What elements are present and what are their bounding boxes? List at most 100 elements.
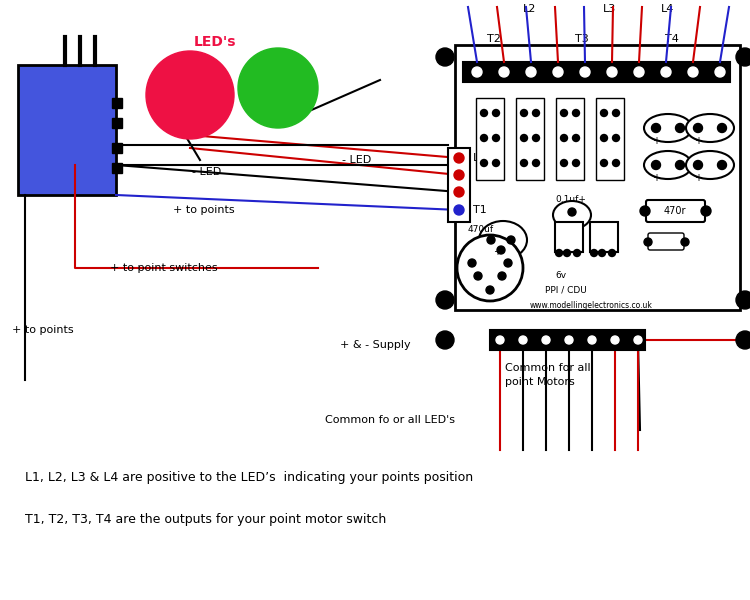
Circle shape <box>532 134 539 142</box>
Circle shape <box>507 236 515 244</box>
Circle shape <box>532 160 539 166</box>
Circle shape <box>661 67 671 77</box>
Circle shape <box>520 160 527 166</box>
Circle shape <box>644 238 652 246</box>
Bar <box>596 98 624 180</box>
Text: +: + <box>652 173 660 183</box>
Circle shape <box>563 250 571 257</box>
Circle shape <box>572 134 580 142</box>
Text: 0.1uf+: 0.1uf+ <box>555 196 586 205</box>
Circle shape <box>565 336 573 344</box>
Circle shape <box>613 109 620 116</box>
Text: T2: T2 <box>487 34 501 44</box>
Text: 470r: 470r <box>664 206 686 216</box>
Bar <box>112 118 122 128</box>
Ellipse shape <box>644 114 692 142</box>
Circle shape <box>688 67 698 77</box>
Bar <box>590 222 618 252</box>
Circle shape <box>560 160 568 166</box>
Ellipse shape <box>553 201 591 229</box>
Circle shape <box>481 134 488 142</box>
Circle shape <box>436 331 454 349</box>
Circle shape <box>238 48 318 128</box>
Circle shape <box>532 109 539 116</box>
Ellipse shape <box>479 221 527 259</box>
Bar <box>490 330 645 350</box>
Bar <box>463 62 730 82</box>
Bar <box>476 98 504 180</box>
Circle shape <box>574 250 580 257</box>
Circle shape <box>676 124 685 133</box>
Circle shape <box>652 160 661 169</box>
Bar <box>112 143 122 153</box>
Text: +: + <box>694 136 702 146</box>
Circle shape <box>634 67 644 77</box>
Circle shape <box>611 336 619 344</box>
Text: LED's: LED's <box>194 35 236 49</box>
Text: Common fo or all LED's: Common fo or all LED's <box>325 415 455 425</box>
Bar <box>556 98 584 180</box>
Circle shape <box>454 187 464 197</box>
Circle shape <box>496 336 504 344</box>
Circle shape <box>601 134 608 142</box>
Circle shape <box>588 336 596 344</box>
Ellipse shape <box>686 151 734 179</box>
Text: + to point switches: + to point switches <box>110 263 218 273</box>
Bar <box>555 222 583 252</box>
Circle shape <box>640 206 650 216</box>
Circle shape <box>736 48 750 66</box>
Circle shape <box>457 235 523 301</box>
Text: 470uf: 470uf <box>468 226 494 235</box>
Circle shape <box>474 272 482 280</box>
Text: +: + <box>493 247 501 257</box>
Circle shape <box>736 331 750 349</box>
Circle shape <box>499 67 509 77</box>
Text: +: + <box>652 136 660 146</box>
Bar <box>455 45 740 310</box>
Circle shape <box>694 124 703 133</box>
Circle shape <box>486 286 494 294</box>
Circle shape <box>519 336 527 344</box>
Text: + to point switches: + to point switches <box>510 340 618 350</box>
Circle shape <box>520 109 527 116</box>
Circle shape <box>676 160 685 169</box>
Circle shape <box>493 109 500 116</box>
Ellipse shape <box>686 114 734 142</box>
Bar <box>18 65 116 195</box>
Text: L3: L3 <box>603 4 616 14</box>
Circle shape <box>468 259 476 267</box>
Circle shape <box>590 250 598 257</box>
Circle shape <box>146 51 234 139</box>
Circle shape <box>601 109 608 116</box>
Circle shape <box>715 67 725 77</box>
Circle shape <box>652 124 661 133</box>
Circle shape <box>542 336 550 344</box>
Ellipse shape <box>644 151 692 179</box>
FancyBboxPatch shape <box>646 200 705 222</box>
Circle shape <box>493 160 500 166</box>
Circle shape <box>454 153 464 163</box>
Circle shape <box>701 206 711 216</box>
Circle shape <box>487 236 495 244</box>
Bar <box>112 163 122 173</box>
Text: L2: L2 <box>524 4 537 14</box>
Circle shape <box>681 238 689 246</box>
Text: - LED: - LED <box>342 155 371 165</box>
Circle shape <box>598 250 605 257</box>
Text: T4: T4 <box>665 34 679 44</box>
Text: L1, L2, L3 & L4 are positive to the LED’s  indicating your points position: L1, L2, L3 & L4 are positive to the LED’… <box>25 472 473 485</box>
Text: 6v: 6v <box>555 271 566 280</box>
Text: - LED: - LED <box>192 167 221 177</box>
Text: T1: T1 <box>473 205 487 215</box>
Text: www.modellingelectronics.co.uk: www.modellingelectronics.co.uk <box>530 301 652 310</box>
Circle shape <box>454 205 464 215</box>
Circle shape <box>498 272 506 280</box>
Text: + & - Supply: + & - Supply <box>340 340 411 350</box>
Circle shape <box>736 291 750 309</box>
Circle shape <box>481 160 488 166</box>
Circle shape <box>556 250 562 257</box>
Text: + to points: + to points <box>173 205 235 215</box>
Text: L1: L1 <box>473 153 486 163</box>
Circle shape <box>454 170 464 180</box>
Text: L4: L4 <box>662 4 675 14</box>
